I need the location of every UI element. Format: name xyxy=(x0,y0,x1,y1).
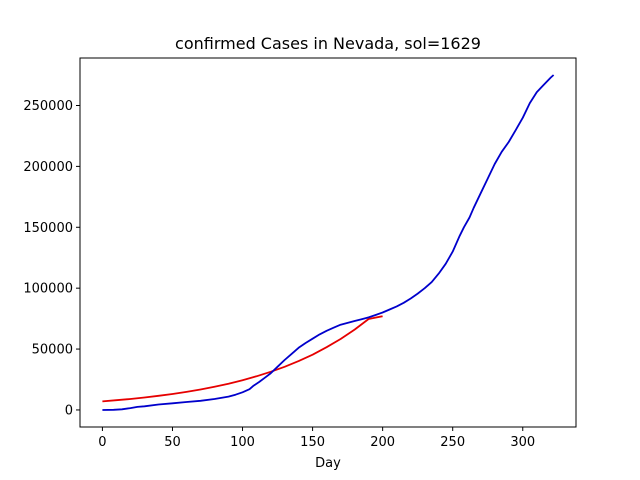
x-tick-label: 100 xyxy=(230,435,255,450)
chart-title: confirmed Cases in Nevada, sol=1629 xyxy=(175,34,481,53)
x-tick-label: 200 xyxy=(370,435,395,450)
x-tick-label: 300 xyxy=(510,435,535,450)
x-axis: 0 50 100 150 200 250 300 xyxy=(98,427,535,450)
series-layer xyxy=(102,74,555,411)
y-tick-label: 150000 xyxy=(23,221,73,236)
x-tick-label: 0 xyxy=(98,435,106,450)
y-tick-label: 100000 xyxy=(23,282,73,297)
y-axis: 0 50000 100000 150000 200000 250000 xyxy=(23,99,80,418)
y-tick-label: 250000 xyxy=(23,99,73,114)
plot-area-frame xyxy=(79,57,577,428)
x-tick-label: 50 xyxy=(164,435,181,450)
x-axis-label: Day xyxy=(315,456,341,471)
x-tick-label: 150 xyxy=(300,435,325,450)
series-line-0 xyxy=(102,315,383,403)
x-tick-label: 250 xyxy=(440,435,465,450)
series-line-1 xyxy=(102,74,555,411)
y-tick-label: 50000 xyxy=(32,343,73,358)
y-tick-label: 200000 xyxy=(23,160,73,175)
y-tick-label: 0 xyxy=(65,403,73,418)
